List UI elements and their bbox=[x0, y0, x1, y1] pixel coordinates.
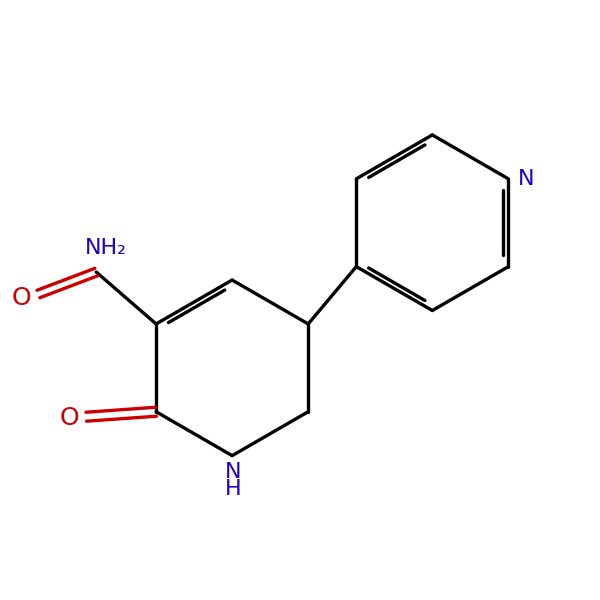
Text: N: N bbox=[225, 461, 241, 482]
Text: NH₂: NH₂ bbox=[85, 238, 127, 258]
Text: O: O bbox=[59, 406, 79, 430]
Text: N: N bbox=[518, 169, 535, 189]
Text: O: O bbox=[11, 286, 31, 310]
Text: H: H bbox=[225, 479, 241, 499]
